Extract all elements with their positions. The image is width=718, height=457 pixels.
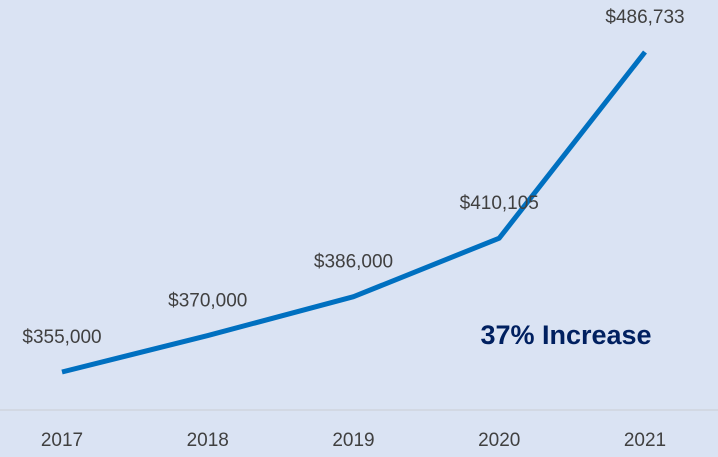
x-tick-label: 2018 — [187, 430, 229, 451]
x-tick-label: 2019 — [332, 430, 374, 451]
data-label: $370,000 — [168, 291, 247, 312]
data-label: $410,105 — [460, 193, 539, 214]
x-tick-label: 2020 — [478, 430, 520, 451]
data-label: $355,000 — [22, 327, 101, 348]
annotation: 37% Increase — [480, 320, 651, 350]
x-tick-label: 2017 — [41, 430, 83, 451]
x-tick-label: 2021 — [624, 430, 666, 451]
data-label: $386,000 — [314, 252, 393, 273]
data-label: $486,733 — [605, 7, 684, 28]
data-line — [61, 50, 647, 375]
